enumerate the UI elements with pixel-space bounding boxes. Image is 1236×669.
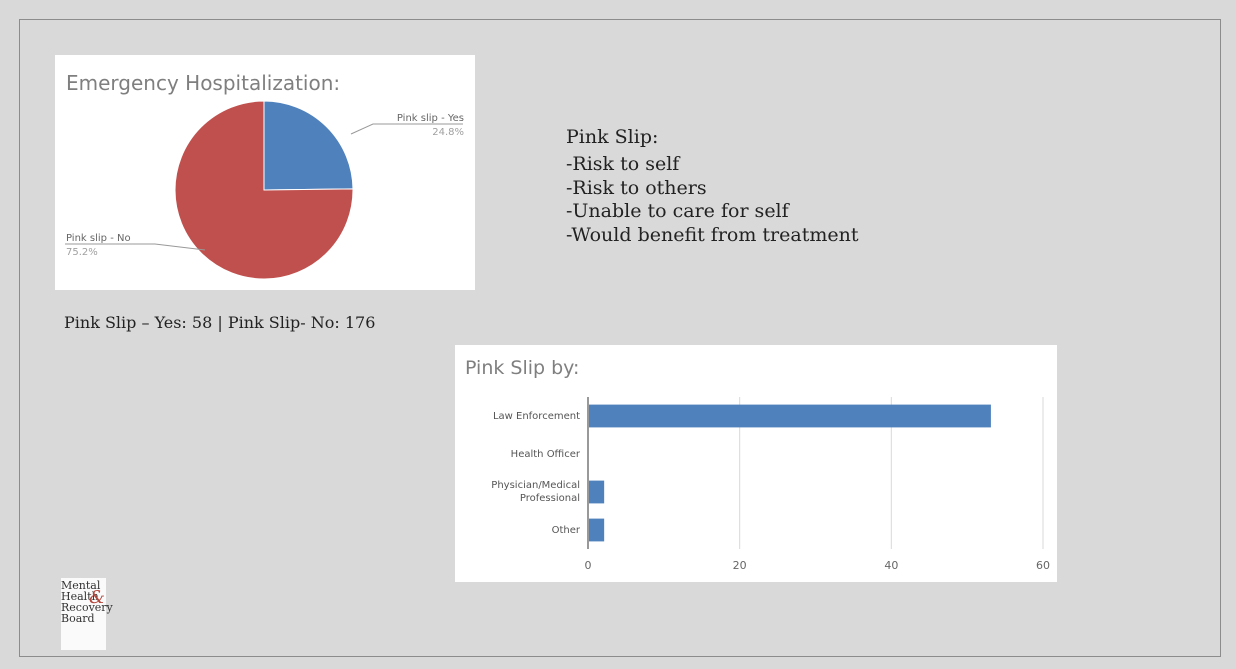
category-label: Other — [460, 524, 580, 537]
bar — [589, 518, 605, 542]
logo-line: Mental — [61, 579, 101, 592]
category-label-line: Law Enforcement — [492, 410, 580, 422]
pie-percent-no: 75.2% — [66, 247, 98, 258]
category-label-line: Other — [551, 524, 580, 536]
pie-label-yes: Pink slip - Yes — [396, 113, 464, 124]
slide-frame — [19, 19, 1221, 657]
pie-leader-yes — [350, 123, 463, 135]
logo-ampersand: & — [89, 587, 106, 608]
info-item: -Unable to care for self — [566, 200, 789, 222]
x-tick-label: 20 — [732, 559, 747, 572]
logo-line: Board — [61, 612, 95, 625]
info-item: -Risk to others — [566, 176, 707, 199]
pie-slice-1 — [174, 100, 354, 280]
logo-line: Recovery — [61, 601, 113, 614]
pie-percent-yes: 24.8% — [432, 127, 464, 138]
pink-slip-counts: Pink Slip – Yes: 58 | Pink Slip- No: 176 — [64, 313, 376, 332]
category-label-line: Professional — [519, 493, 580, 504]
info-item: -Risk to self — [566, 153, 680, 175]
bar — [589, 404, 991, 428]
mhrb-logo: Mental Health Recovery Board & — [61, 578, 113, 650]
pie-chart — [65, 100, 463, 280]
info-list: -Risk to self -Risk to others -Unable to… — [566, 153, 858, 247]
pie-chart-card: Emergency Hospitalization: Pink slip - Y… — [55, 55, 475, 290]
bar-chart-card: Pink Slip by: 0 20 40 60 Law Enforcement Heal… — [455, 345, 1057, 582]
logo-line: Health — [61, 590, 99, 603]
x-tick-label: 0 — [584, 559, 592, 572]
bar-chart-title: Pink Slip by: — [465, 357, 580, 379]
x-tick-label: 60 — [1036, 559, 1050, 572]
bar-chart — [587, 397, 1044, 549]
pie-label-no: Pink slip - No — [66, 233, 131, 244]
pie-chart-title: Emergency Hospitalization: — [66, 71, 341, 95]
category-label: Health Officer — [460, 448, 580, 461]
x-tick-label: 40 — [884, 559, 899, 572]
category-label-line: Health Officer — [510, 448, 580, 460]
info-item: -Would benefit from treatment — [566, 223, 859, 246]
pie-slice-0 — [263, 100, 354, 191]
bar — [589, 480, 605, 504]
category-label: Physician/Medical Professional — [460, 479, 580, 505]
category-label-line: Physician/Medical — [491, 480, 580, 491]
pie-leader-no — [65, 243, 206, 251]
info-title: Pink Slip: — [566, 126, 659, 148]
category-label: Law Enforcement — [460, 410, 580, 423]
